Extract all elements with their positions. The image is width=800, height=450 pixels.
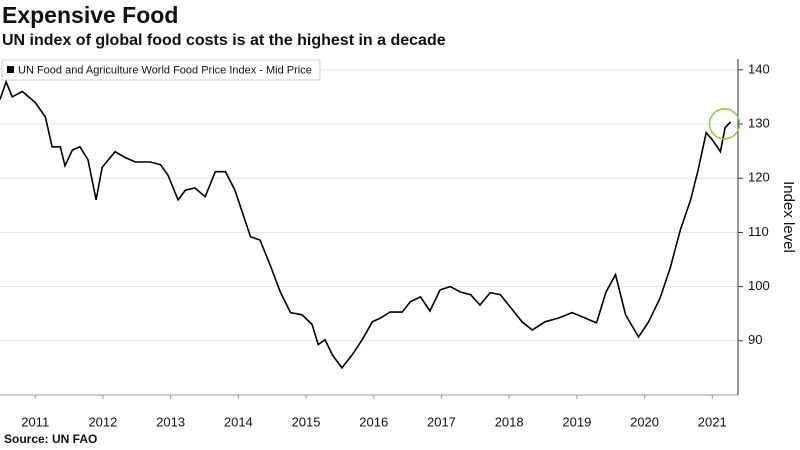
- x-tick-label: 2011: [21, 414, 49, 429]
- legend-box: [1, 59, 321, 81]
- x-tick-label: 2013: [156, 414, 185, 429]
- x-tick-label: 2018: [495, 414, 524, 429]
- x-tick-label: 2014: [224, 414, 253, 429]
- source: Source: UN FAO: [4, 432, 97, 446]
- x-tick-label: 2017: [427, 414, 456, 429]
- x-tick-label: 2015: [292, 414, 321, 429]
- x-tick-label: 2020: [630, 414, 659, 429]
- legend: UN Food and Agriculture World Food Price…: [1, 59, 321, 81]
- y-tick-label: 130: [748, 115, 770, 130]
- y-tick-label: 110: [748, 224, 769, 239]
- legend-swatch: [7, 66, 14, 73]
- x-tick-label: 2012: [88, 414, 117, 429]
- x-tick-label: 2021: [698, 414, 727, 429]
- y-tick-label: 140: [748, 61, 770, 76]
- y-tick-label: 120: [748, 170, 770, 185]
- y-tick-label: 90: [748, 332, 762, 347]
- y-axis-label: Index level: [780, 181, 797, 253]
- legend-label: UN Food and Agriculture World Food Price…: [18, 64, 312, 76]
- data-line: [0, 79, 732, 370]
- chart-title: Expensive Food: [2, 2, 178, 28]
- chart-subtitle: UN index of global food costs is at the …: [2, 32, 446, 49]
- x-tick-label: 2016: [359, 414, 388, 429]
- x-tick-label: 2019: [562, 414, 591, 429]
- y-tick-label: 100: [748, 278, 770, 293]
- highlight-circle: [708, 108, 741, 140]
